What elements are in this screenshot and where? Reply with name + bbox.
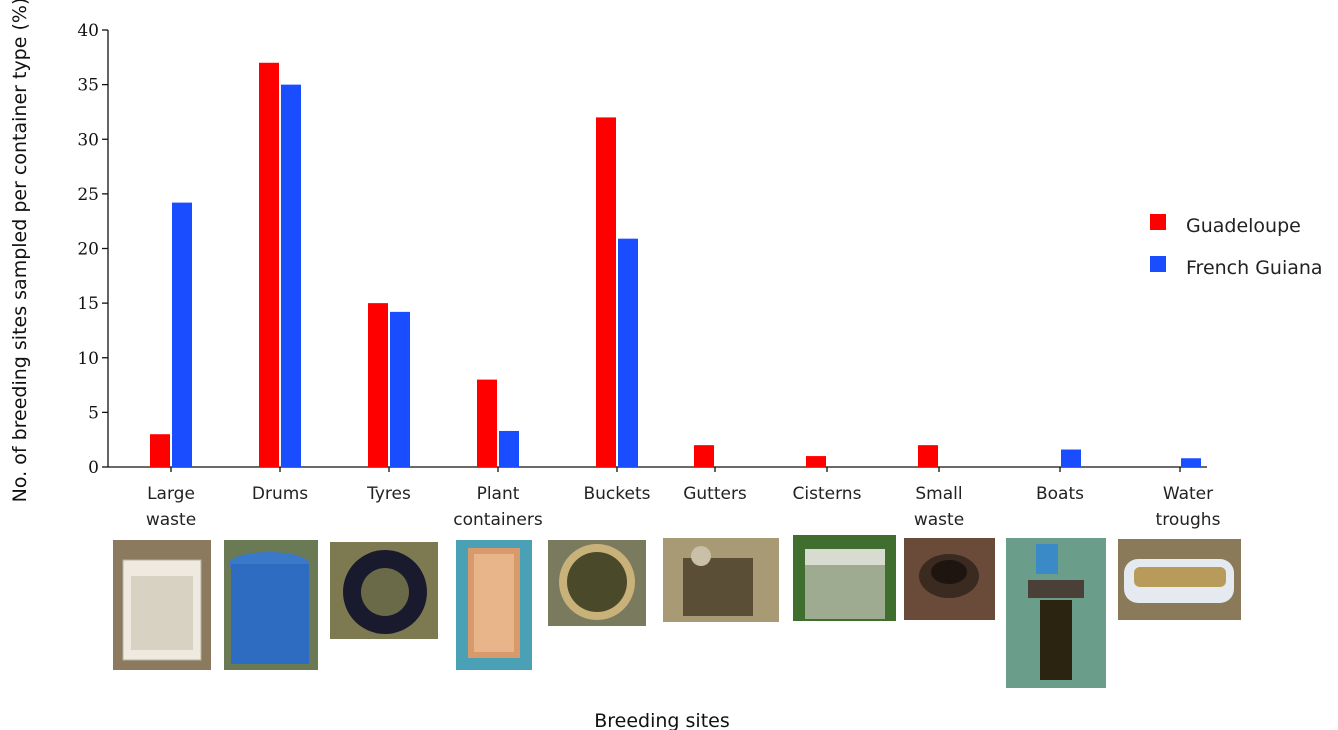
- y-tick-label: 10: [77, 349, 99, 369]
- water-trough-photo: [1118, 539, 1241, 620]
- x-tick-label: Cisterns: [793, 484, 862, 504]
- x-tick-label: Buckets: [583, 484, 650, 504]
- y-tick-label: 30: [77, 130, 99, 150]
- y-axis: 0 5 10 15 20 25 30 35 40: [77, 21, 109, 478]
- bar-french-guiana: [390, 311, 410, 467]
- x-tick-label: Small: [915, 484, 962, 504]
- bar-guadeloupe: [806, 456, 826, 467]
- x-tick-label: Drums: [252, 484, 308, 504]
- bar-french-guiana: [499, 430, 519, 467]
- x-axis: Large waste Drums Tyres Plant containers Bucke…: [108, 466, 1221, 530]
- cistern-photo: [793, 535, 896, 621]
- large-waste-photo: [113, 540, 211, 670]
- bar-guadeloupe: [150, 434, 170, 467]
- bar-french-guiana: [172, 202, 192, 468]
- bar-guadeloupe: [694, 445, 714, 467]
- y-tick-label: 40: [77, 21, 99, 41]
- x-tick-label: containers: [453, 510, 543, 530]
- bar-guadeloupe: [368, 303, 388, 467]
- bar-guadeloupe: [259, 62, 279, 468]
- x-tick-label: Gutters: [683, 484, 747, 504]
- container-photos: [113, 535, 1241, 688]
- x-tick-label: troughs: [1156, 510, 1221, 530]
- bars: [150, 62, 1201, 468]
- x-tick-label: Water: [1163, 484, 1213, 504]
- tyre-photo: [330, 542, 438, 639]
- x-axis-title: Breeding sites: [594, 710, 730, 730]
- legend-label: Guadeloupe: [1186, 215, 1301, 237]
- boat-photo: [1006, 538, 1106, 688]
- bar-guadeloupe: [918, 445, 938, 467]
- legend: Guadeloupe French Guiana: [1150, 214, 1323, 279]
- y-tick-label: 0: [88, 458, 99, 478]
- drum-photo: [224, 540, 318, 670]
- y-tick-label: 5: [88, 403, 99, 423]
- bucket-photo: [548, 540, 646, 626]
- bar-french-guiana: [281, 84, 301, 467]
- x-tick-label: Plant: [477, 484, 520, 504]
- legend-swatch: [1150, 214, 1166, 230]
- x-tick-label: Tyres: [366, 484, 411, 504]
- plant-container-photo: [456, 540, 532, 670]
- bar-guadeloupe: [596, 117, 616, 468]
- x-tick-label: Boats: [1036, 484, 1084, 504]
- bar-french-guiana: [1181, 458, 1201, 467]
- bar-guadeloupe: [477, 379, 497, 467]
- small-waste-photo: [904, 538, 995, 620]
- y-tick-label: 20: [77, 240, 99, 260]
- y-axis-title: No. of breeding sites sampled per contai…: [9, 0, 31, 502]
- gutter-photo: [663, 538, 779, 622]
- y-tick-label: 15: [77, 294, 99, 314]
- x-tick-label: waste: [914, 510, 964, 530]
- y-tick-label: 25: [77, 185, 99, 205]
- bar-french-guiana: [618, 238, 638, 467]
- x-tick-label: waste: [146, 510, 196, 530]
- bar-french-guiana: [1061, 449, 1081, 467]
- legend-label: French Guiana: [1186, 257, 1323, 279]
- y-tick-label: 35: [77, 76, 99, 96]
- legend-swatch: [1150, 256, 1166, 272]
- x-tick-label: Large: [147, 484, 195, 504]
